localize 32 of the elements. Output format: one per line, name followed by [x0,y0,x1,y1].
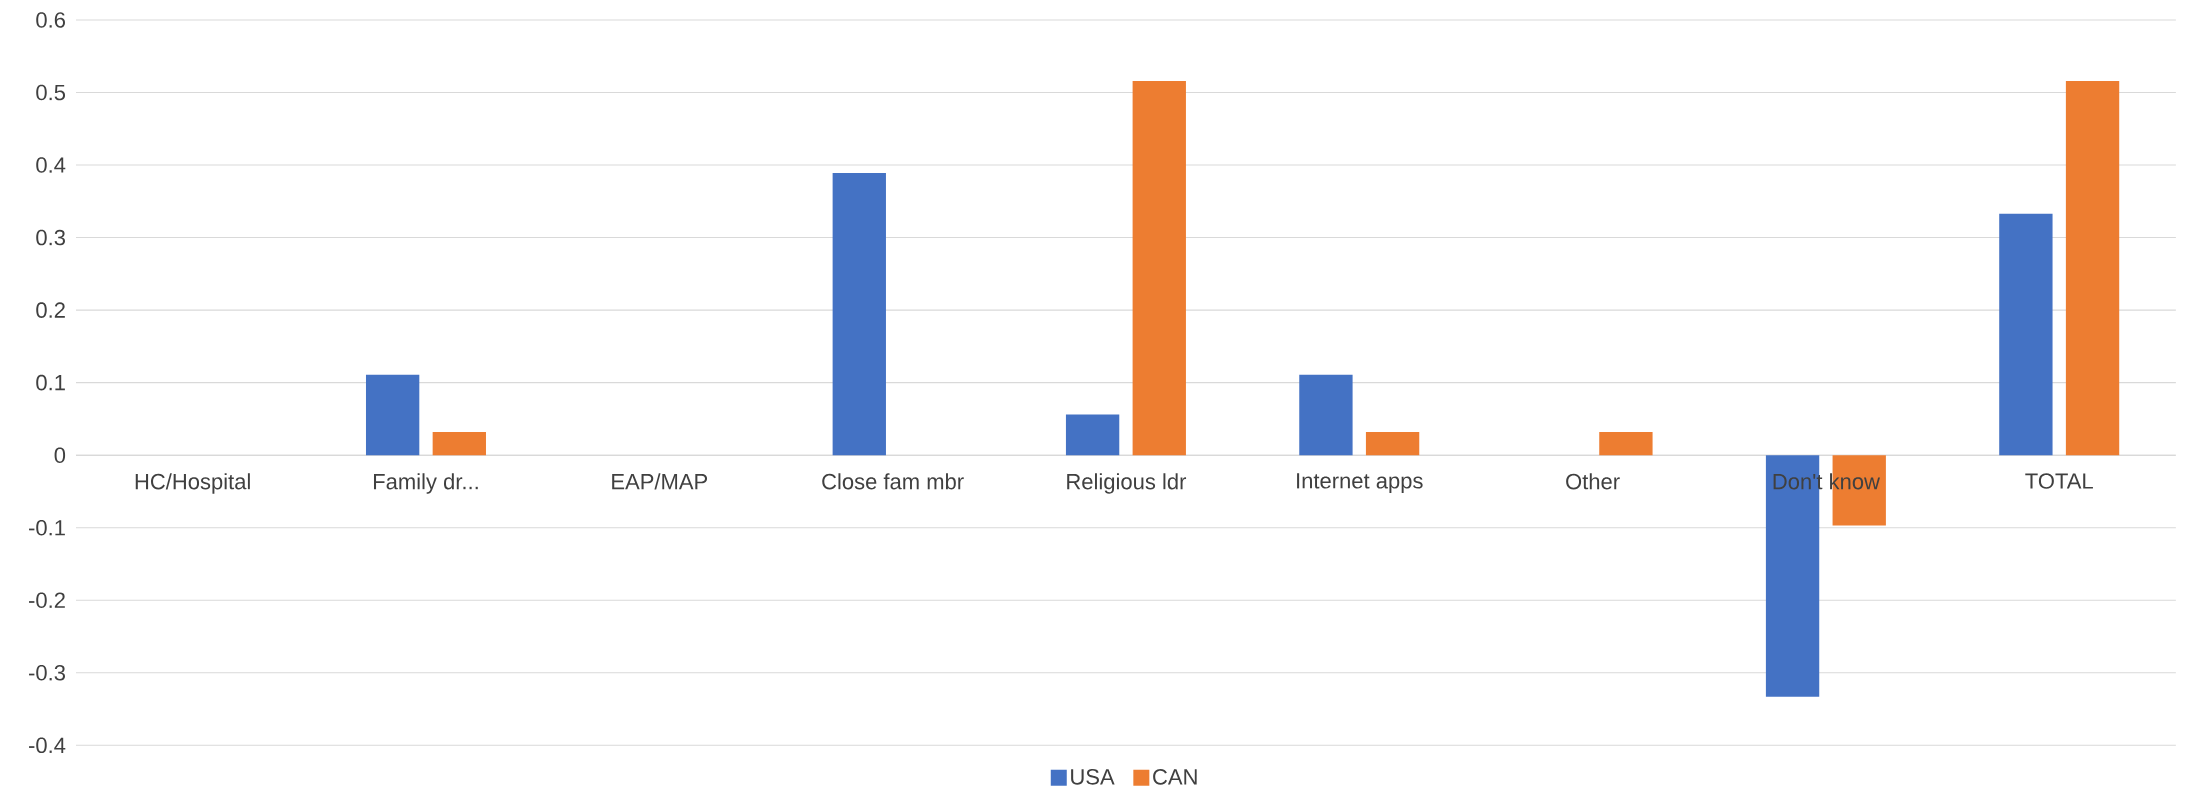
bar [1299,374,1353,456]
bar [1065,414,1120,456]
y-tick-label: 0.6 [36,12,65,28]
x-tick-label: Internet apps [1297,473,1423,493]
bar [1832,455,1886,526]
bar [1132,80,1186,456]
bar [365,374,420,456]
bar [2065,80,2120,456]
x-tick-label: Religious ldr [1067,473,1187,494]
y-tick-label: -0.3 [29,664,65,681]
y-tick-label: -0.2 [29,592,65,608]
y-tick-label: 0.1 [36,374,65,391]
y-tick-label: 0.3 [36,229,65,246]
bar [432,431,486,456]
y-tick-label: 0 [54,447,66,463]
legend-label: CAN [1153,768,1197,785]
x-tick-label: Close fam mbr [822,473,964,490]
legend-label: USA [1071,768,1115,785]
x-tick-label: HC/Hospital [135,473,250,494]
x-tick-label: EAP/MAP [612,473,708,490]
y-tick-label: 0.2 [36,302,65,318]
bar [832,172,886,456]
bar [1599,431,1653,456]
bar [1365,431,1420,456]
y-tick-label: -0.1 [29,519,65,536]
y-tick-label: 0.5 [36,84,66,101]
x-tick-label: Other [1566,473,1620,490]
y-tick-label: -0.4 [29,737,66,753]
x-tick-label: TOTAL [2025,473,2093,489]
bar [1999,213,2053,456]
y-tick-label: 0.4 [36,157,66,173]
x-tick-label: Family dr... [373,473,478,494]
